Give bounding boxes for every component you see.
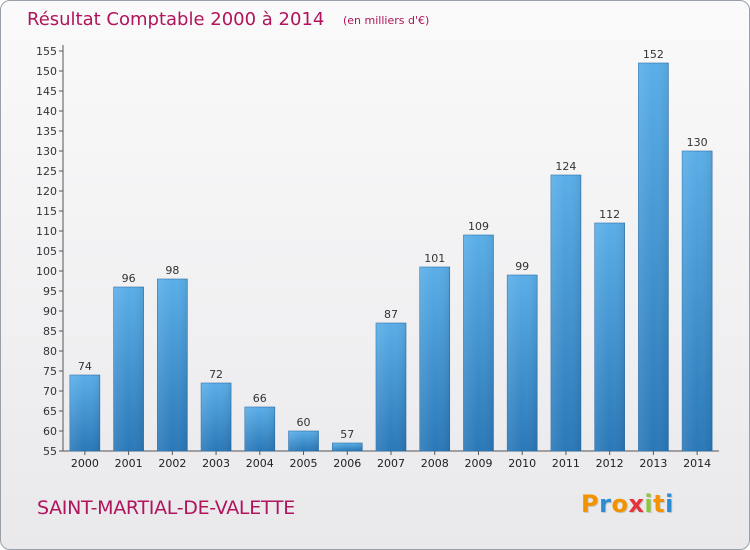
logo-letter: r bbox=[599, 490, 612, 518]
bar-sheen bbox=[594, 223, 625, 451]
x-tick-label: 2002 bbox=[158, 457, 186, 470]
y-tick-label: 150 bbox=[36, 65, 57, 78]
logo-letter: t bbox=[653, 490, 666, 518]
chart-title: Résultat Comptable 2000 à 2014 bbox=[27, 9, 325, 30]
y-tick-label: 65 bbox=[43, 405, 57, 418]
chart-value-labels: 74 96 98 72 66 60 57 87 101 109 99 124 112 152 130 bbox=[78, 48, 708, 441]
bar-value-label: 72 bbox=[209, 368, 223, 381]
bar-sheen bbox=[638, 63, 669, 451]
x-tick-label: 2011 bbox=[552, 457, 580, 470]
bar-value-label: 57 bbox=[340, 428, 354, 441]
y-tick-label: 115 bbox=[36, 205, 57, 218]
x-tick-label: 2009 bbox=[464, 457, 492, 470]
x-tick-label: 2007 bbox=[377, 457, 405, 470]
bar-sheen bbox=[376, 323, 406, 451]
x-tick-label: 2014 bbox=[683, 457, 711, 470]
x-tick-label: 2004 bbox=[246, 457, 274, 470]
y-tick-label: 75 bbox=[43, 365, 57, 378]
bar-value-label: 66 bbox=[253, 392, 267, 405]
logo-letter: P bbox=[581, 490, 600, 518]
x-tick-label: 2003 bbox=[202, 457, 230, 470]
commune-name: SAINT-MARTIAL-DE-VALETTE bbox=[37, 497, 295, 519]
bar-sheen bbox=[463, 235, 494, 451]
bar-sheen bbox=[550, 175, 581, 451]
y-tick-label: 55 bbox=[43, 445, 57, 458]
y-tick-label: 110 bbox=[36, 225, 57, 238]
logo-letter: i bbox=[665, 490, 674, 518]
bar-value-label: 112 bbox=[599, 208, 620, 221]
y-tick-label: 70 bbox=[43, 385, 57, 398]
logo-letter: o bbox=[611, 490, 629, 518]
x-tick-label: 2012 bbox=[596, 457, 624, 470]
y-tick-label: 135 bbox=[36, 125, 57, 138]
bar-value-label: 96 bbox=[122, 272, 136, 285]
x-tick-label: 2001 bbox=[115, 457, 143, 470]
bar-value-label: 87 bbox=[384, 308, 398, 321]
x-tick-label: 2010 bbox=[508, 457, 536, 470]
y-tick-label: 145 bbox=[36, 85, 57, 98]
x-tick-label: 2013 bbox=[639, 457, 667, 470]
y-tick-label: 140 bbox=[36, 105, 57, 118]
bar-sheen bbox=[682, 151, 713, 451]
x-tick-label: 2005 bbox=[290, 457, 318, 470]
x-tick-label: 2006 bbox=[333, 457, 361, 470]
bar-value-label: 152 bbox=[643, 48, 664, 61]
bar-sheen bbox=[288, 431, 319, 451]
bar-sheen bbox=[201, 383, 232, 451]
bar-sheen bbox=[332, 443, 363, 451]
bar-value-label: 124 bbox=[555, 160, 576, 173]
y-tick-label: 125 bbox=[36, 165, 57, 178]
bar-value-label: 109 bbox=[468, 220, 489, 233]
y-tick-label: 120 bbox=[36, 185, 57, 198]
y-tick-label: 130 bbox=[36, 145, 57, 158]
y-tick-label: 95 bbox=[43, 285, 57, 298]
x-tick-label: 2008 bbox=[421, 457, 449, 470]
bar-sheen bbox=[507, 275, 538, 451]
y-tick-label: 100 bbox=[36, 265, 57, 278]
x-tick-label: 2000 bbox=[71, 457, 99, 470]
chart-bars bbox=[69, 62, 713, 452]
bar-value-label: 60 bbox=[297, 416, 311, 429]
bar-value-label: 99 bbox=[515, 260, 529, 273]
bar-sheen bbox=[419, 267, 450, 451]
y-tick-label: 60 bbox=[43, 425, 57, 438]
y-tick-label: 80 bbox=[43, 345, 57, 358]
y-tick-label: 105 bbox=[36, 245, 57, 258]
y-tick-label: 155 bbox=[36, 45, 57, 58]
bar-sheen bbox=[69, 375, 100, 451]
logo-letter: x bbox=[628, 490, 645, 518]
bar-sheen bbox=[244, 407, 275, 451]
bar-sheen bbox=[157, 279, 188, 451]
bar-value-label: 98 bbox=[165, 264, 179, 277]
y-tick-label: 85 bbox=[43, 325, 57, 338]
chart-subtitle: (en milliers d'€) bbox=[343, 14, 430, 27]
bar-value-label: 130 bbox=[687, 136, 708, 149]
bar-sheen bbox=[113, 287, 144, 451]
y-tick-label: 90 bbox=[43, 305, 57, 318]
proxiti-logo: Proxiti bbox=[581, 490, 674, 518]
bar-value-label: 74 bbox=[78, 360, 92, 373]
bar-value-label: 101 bbox=[424, 252, 445, 265]
logo-letter: i bbox=[644, 490, 654, 518]
